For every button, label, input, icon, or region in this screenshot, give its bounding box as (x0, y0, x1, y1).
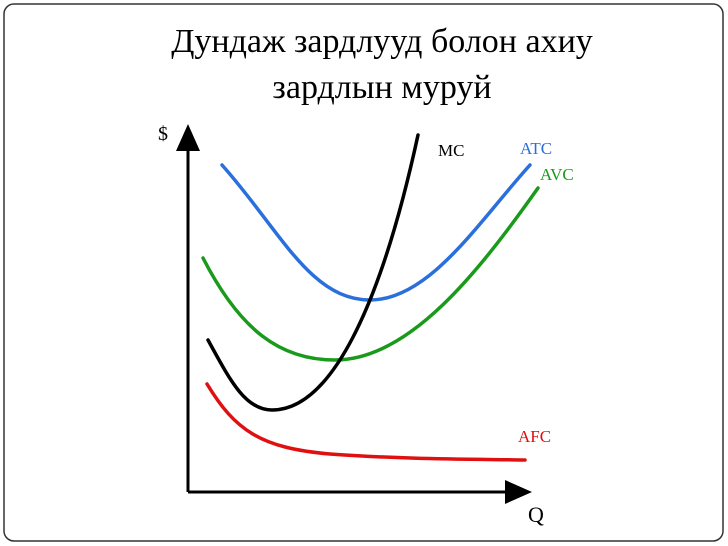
curve-label: AFC (518, 427, 551, 446)
y-axis-label: $ (158, 123, 168, 145)
curve-label: ATC (520, 139, 552, 158)
x-axis-label: Q (528, 502, 544, 527)
mc-curve (206, 133, 420, 412)
curve-label: AVC (540, 165, 574, 184)
title-line: зардлын муруй (272, 69, 491, 106)
afc-curve (205, 382, 527, 462)
title-line: Дундаж зардлууд болон ахиу (171, 23, 593, 60)
curve-label: MC (438, 141, 464, 160)
avc-curve (201, 186, 540, 362)
